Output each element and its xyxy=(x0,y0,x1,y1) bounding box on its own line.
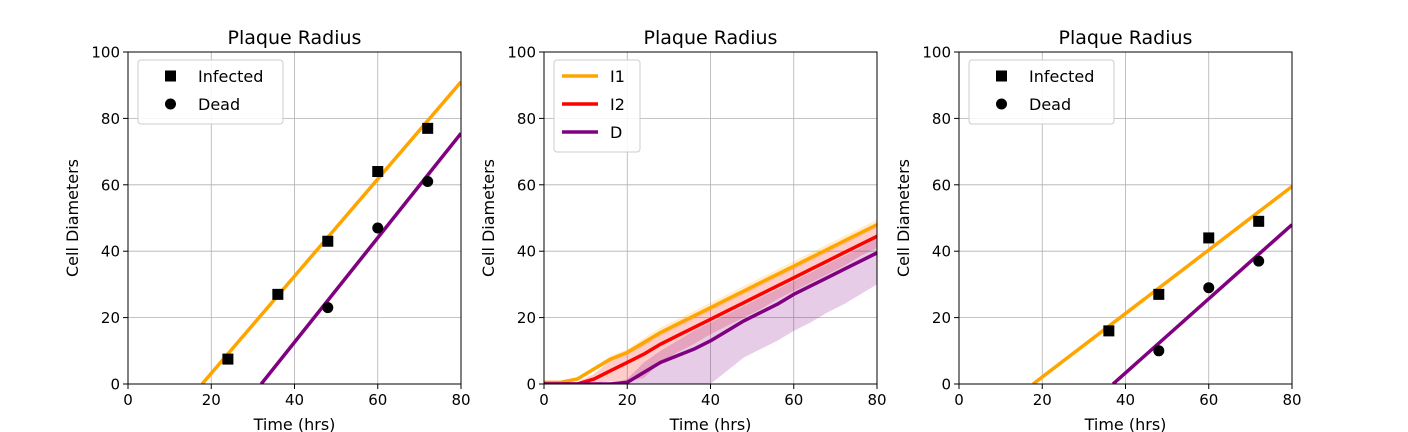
data-point-dead xyxy=(1203,282,1215,294)
y-tick-label: 40 xyxy=(517,243,536,261)
data-point-infected xyxy=(322,235,334,247)
fit-line-2 xyxy=(259,132,461,384)
chart-title: Plaque Radius xyxy=(644,27,778,49)
y-axis-label: Cell Diameters xyxy=(479,159,498,277)
x-axis-label: Time (hrs) xyxy=(1084,415,1167,432)
fit-line-1 xyxy=(1032,185,1292,384)
legend-label: Infected xyxy=(198,67,263,86)
x-tick-label: 60 xyxy=(368,391,387,409)
x-tick-label: 40 xyxy=(701,391,720,409)
y-tick-label: 60 xyxy=(101,176,120,194)
legend-item-dead: Dead xyxy=(996,95,1071,114)
confidence-band-d xyxy=(544,237,877,384)
data-point-dead xyxy=(372,222,384,234)
y-tick-label: 0 xyxy=(941,376,951,394)
x-tick-label: 60 xyxy=(1199,391,1218,409)
legend-label: Dead xyxy=(198,95,240,114)
legend-label: Dead xyxy=(1029,95,1071,114)
legend-marker-square xyxy=(165,70,176,82)
legend-label: Infected xyxy=(1029,67,1094,86)
chart-panel-2: 0 20 40 60 80 0 20 40 60 80 100 Plaque Radius Time (… xyxy=(479,27,887,432)
fit-line-1 xyxy=(200,80,461,384)
y-tick-label: 100 xyxy=(507,44,536,62)
series-line-d xyxy=(544,251,877,384)
chart-panel-3: 0 20 40 60 80 0 20 40 60 80 100 Plaque Radius Time (… xyxy=(894,27,1302,432)
chart-title: Plaque Radius xyxy=(228,27,362,49)
y-tick-label: 100 xyxy=(91,44,120,62)
data-point-dead xyxy=(322,302,334,314)
chart-title: Plaque Radius xyxy=(1059,27,1193,49)
legend-label: I2 xyxy=(610,95,625,114)
chart-panel-1: 0 20 40 60 80 0 20 40 60 80 100 Plaque Radius Time (… xyxy=(63,27,471,432)
x-tick-label: 0 xyxy=(954,391,964,409)
data-point-infected xyxy=(372,166,384,178)
x-tick-label: 80 xyxy=(1282,391,1301,409)
y-tick-label: 80 xyxy=(517,110,536,128)
legend-item-i1: I1 xyxy=(562,67,625,86)
data-point-infected xyxy=(1103,325,1115,337)
y-tick-label: 60 xyxy=(517,176,536,194)
data-point-dead xyxy=(1253,255,1265,267)
data-point-infected xyxy=(1253,215,1265,227)
x-tick-label: 20 xyxy=(618,391,637,409)
x-tick-label: 80 xyxy=(451,391,470,409)
legend-item-i2: I2 xyxy=(562,95,625,114)
plot-area xyxy=(200,80,461,384)
data-point-infected xyxy=(1203,232,1215,244)
data-point-infected xyxy=(272,288,284,300)
plot-area xyxy=(1032,185,1292,384)
data-point-infected xyxy=(222,353,234,365)
x-axis-label: Time (hrs) xyxy=(669,415,752,432)
data-point-dead xyxy=(422,175,434,187)
x-tick-label: 60 xyxy=(784,391,803,409)
x-tick-label: 0 xyxy=(539,391,549,409)
x-tick-label: 40 xyxy=(285,391,304,409)
y-tick-label: 40 xyxy=(932,243,951,261)
data-point-infected xyxy=(1153,288,1165,300)
legend: I1 I2 D xyxy=(553,59,641,153)
plot-area xyxy=(544,219,877,384)
legend: Infected Dead xyxy=(137,59,284,125)
x-axis-label: Time (hrs) xyxy=(253,415,336,432)
legend-box xyxy=(553,59,641,153)
series-line-i2 xyxy=(544,234,877,384)
y-tick-label: 80 xyxy=(101,110,120,128)
y-tick-label: 20 xyxy=(517,309,536,327)
y-tick-label: 100 xyxy=(922,44,951,62)
data-point-dead xyxy=(1153,345,1165,357)
legend-label: D xyxy=(610,123,622,142)
legend-marker-circle xyxy=(996,98,1007,110)
y-tick-label: 20 xyxy=(932,309,951,327)
x-tick-label: 40 xyxy=(1116,391,1135,409)
legend: Infected Dead xyxy=(968,59,1115,125)
x-tick-label: 20 xyxy=(202,391,221,409)
y-tick-label: 0 xyxy=(110,376,120,394)
y-tick-label: 80 xyxy=(932,110,951,128)
legend-item-infected: Infected xyxy=(996,67,1094,86)
y-tick-label: 60 xyxy=(932,176,951,194)
y-tick-label: 20 xyxy=(101,309,120,327)
legend-item-infected: Infected xyxy=(165,67,263,86)
data-point-infected xyxy=(422,122,434,134)
series-line-i1 xyxy=(544,223,877,384)
fit-line-2 xyxy=(1111,223,1292,384)
y-tick-label: 0 xyxy=(526,376,536,394)
legend-item-d: D xyxy=(562,123,622,142)
x-tick-label: 80 xyxy=(867,391,886,409)
legend-marker-circle xyxy=(165,98,176,110)
x-tick-label: 20 xyxy=(1033,391,1052,409)
y-tick-label: 40 xyxy=(101,243,120,261)
x-tick-label: 0 xyxy=(123,391,133,409)
y-axis-label: Cell Diameters xyxy=(63,159,82,277)
legend-item-dead: Dead xyxy=(165,95,240,114)
legend-marker-square xyxy=(996,70,1007,82)
y-axis-label: Cell Diameters xyxy=(894,159,913,277)
legend-label: I1 xyxy=(610,67,625,86)
